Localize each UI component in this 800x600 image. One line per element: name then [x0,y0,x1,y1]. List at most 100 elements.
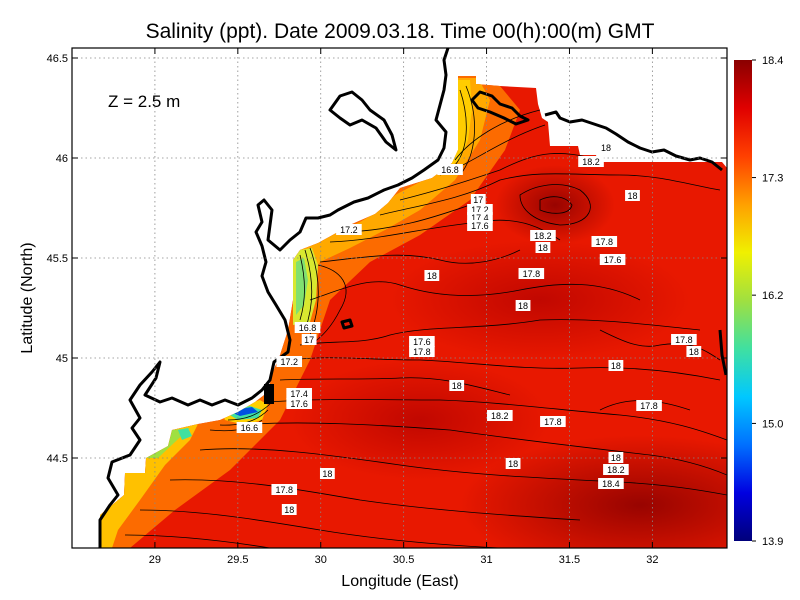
x-axis-ticks: 29 29.5 30 30.5 31 31.5 32 [149,48,659,566]
contour-label: 17.8 [675,335,693,345]
contour-label-box [336,224,362,235]
contour-label-box [409,336,435,347]
contour-label-box [467,212,493,223]
contour-labels: 16.81717.217.417.617.21818.21818.21817.8… [236,142,702,515]
y-tick-label: 44.5 [47,453,68,465]
contour-label: 18 [611,453,621,463]
contour-label: 17 [473,195,483,205]
contour-label: 17.6 [413,337,431,347]
x-tick-label: 30.5 [393,554,414,566]
contour-label: 17.6 [471,221,489,231]
contour-label-box [505,458,521,469]
colorbar-tick-label: 18.4 [762,55,783,67]
contour-label-box [286,398,312,409]
contour-label: 18 [518,301,528,311]
contour-label: 17 [304,335,314,345]
y-axis-title: Latitude (North) [19,242,36,353]
contour-label: 17.6 [290,399,308,409]
x-tick-label: 31 [480,554,492,566]
contour-label-box [598,478,624,489]
x-tick-label: 30 [315,554,327,566]
contour-label: 16.6 [241,423,259,433]
contour-label-box [319,468,335,479]
contour-label-box [449,380,465,391]
contour-label-box [540,416,566,427]
contour-label: 18.2 [491,411,509,421]
contour-label: 18 [322,469,332,479]
y-axis-ticks: 44.5 45 45.5 46 46.5 [47,53,727,465]
contour-label-box [281,504,297,515]
contour-label-box [236,422,263,433]
contour-label-box [487,410,513,421]
contour-label-box [608,360,624,371]
contour-label: 17.8 [523,269,541,279]
contour-label-box [467,204,493,215]
contour-label-box [591,236,618,247]
plot-frame [71,47,728,549]
contour-label-box [599,254,626,265]
colorbar-ticks: 13.9 15.0 16.2 17.3 18.4 [752,55,783,548]
contour-label: 18 [427,271,437,281]
contour-label-box [424,270,440,281]
x-tick-label: 31.5 [559,554,580,566]
contour-label-box [409,346,435,357]
contour-label-box [608,452,624,463]
y-tick-label: 46.5 [47,53,68,65]
contour-label-box [518,268,545,279]
contour-label: 16.8 [299,323,317,333]
contour-label: 17.2 [280,357,298,367]
contour-label: 17.2 [340,225,358,235]
contour-label: 16.8 [441,165,459,175]
x-tick-label: 29.5 [227,554,248,566]
contour-label: 18.2 [607,465,625,475]
contour-label-box [515,300,531,311]
contour-lines [124,85,727,548]
contour-label: 18 [611,361,621,371]
contour-label: 18.2 [534,231,552,241]
contour-label: 18 [601,143,611,153]
contour-label: 17.4 [471,213,489,223]
contour-label-box [276,356,303,367]
colorbar-tick-label: 15.0 [762,418,783,430]
contour-label: 17.8 [640,401,658,411]
x-tick-label: 32 [646,554,658,566]
contour-label-box [470,194,486,205]
contour-label: 18 [452,381,462,391]
contour-label-box [625,190,640,201]
contour-label-box [535,242,551,253]
colorbar-tick-label: 13.9 [762,536,783,548]
contour-label-box [530,230,556,241]
coastline [98,48,727,548]
y-tick-label: 45 [56,353,68,365]
contour-label: 17.2 [471,205,489,215]
contour-label: 17.6 [604,255,622,265]
contour-label: 17.8 [413,347,431,357]
contour-label: 18 [627,191,637,201]
colorbar-tick-label: 17.3 [762,173,783,185]
contour-label-box [578,156,604,167]
contour-label-box [437,164,463,175]
contour-label: 17.4 [290,389,308,399]
x-axis-title: Longitude (East) [341,573,458,590]
contour-label: 17.8 [544,417,562,427]
contour-label: 18.4 [602,479,620,489]
contour-label: 18 [284,505,294,515]
contour-label-box [686,346,702,357]
colorbar [734,60,752,541]
contour-label-box [467,220,493,231]
y-tick-label: 45.5 [47,253,68,265]
contour-label: 18 [689,347,699,357]
contour-label-box [286,388,312,399]
chart-title: Salinity (ppt). Date 2009.03.18. Time 00… [146,20,655,43]
contour-label-box [603,464,629,475]
contour-label-box [636,400,662,411]
contour-label-box [671,334,697,345]
contour-label-box [301,334,317,345]
contour-label: 18.2 [582,157,600,167]
colorbar-tick-label: 16.2 [762,290,783,302]
contour-label-box [294,322,321,333]
contour-label: 18 [508,459,518,469]
contour-label: 17.8 [596,237,614,247]
contour-label-box [271,484,298,495]
